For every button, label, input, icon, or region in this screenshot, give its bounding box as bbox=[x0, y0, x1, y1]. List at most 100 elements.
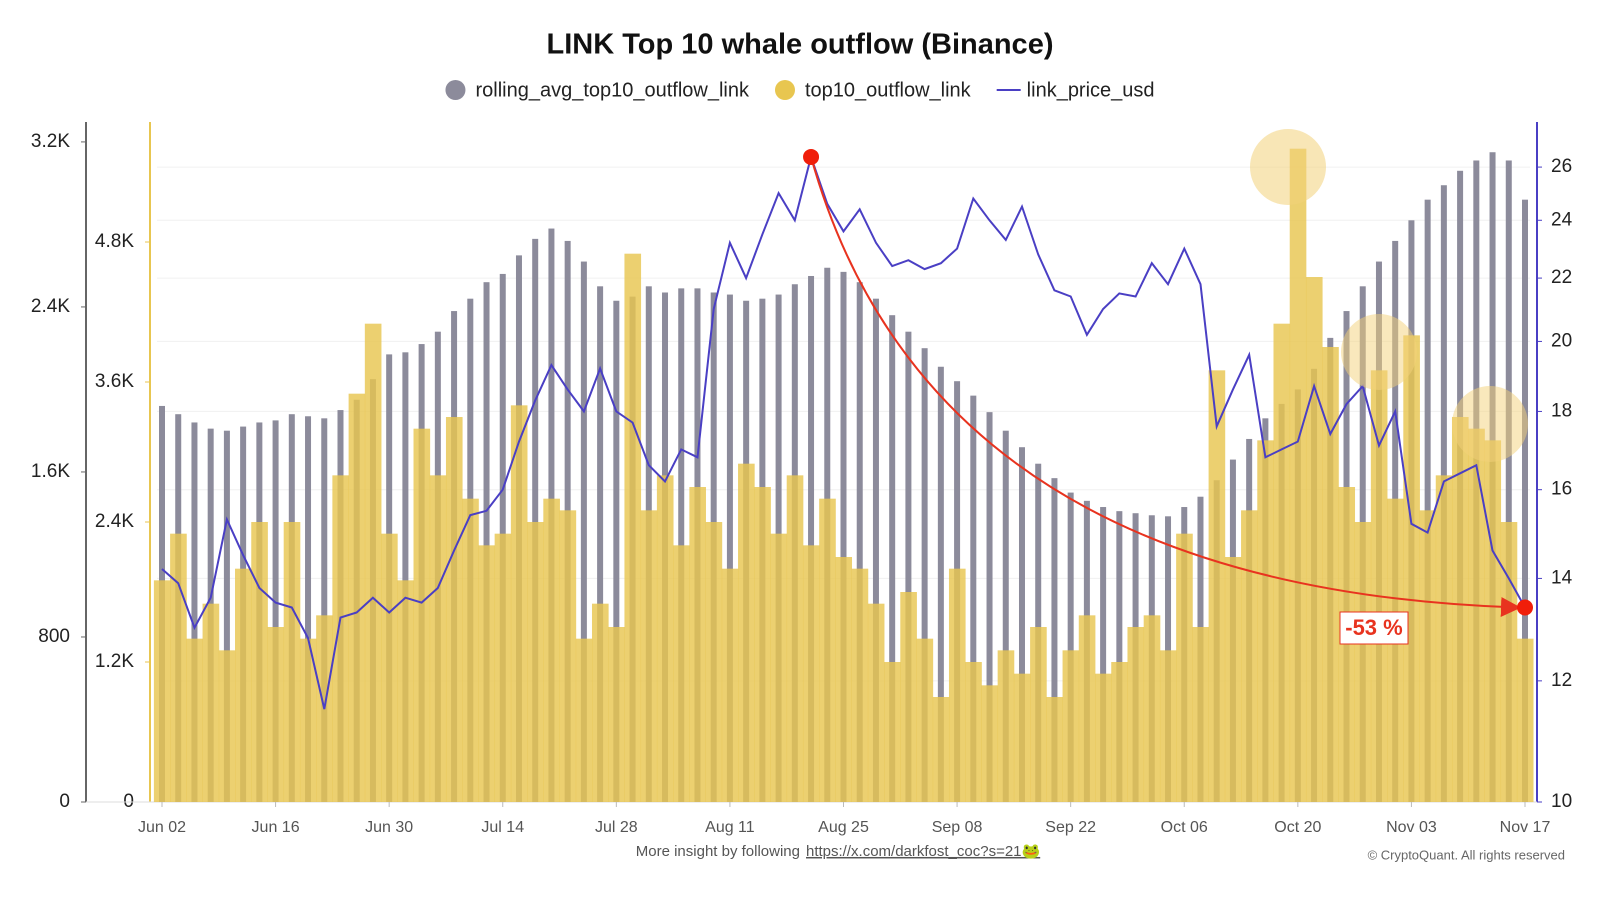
area-bar bbox=[283, 522, 301, 802]
area-bar bbox=[867, 603, 885, 802]
bar bbox=[889, 315, 896, 802]
y2-tick-label: 4.8K bbox=[95, 231, 134, 252]
y3-tick-label: 26 bbox=[1551, 156, 1572, 177]
bar bbox=[532, 238, 539, 802]
area-bar bbox=[738, 463, 755, 802]
area-bar bbox=[997, 650, 1015, 802]
bar bbox=[1505, 160, 1512, 802]
bar bbox=[726, 294, 733, 802]
highlight-circle bbox=[1341, 314, 1417, 390]
bar bbox=[272, 420, 279, 802]
bar bbox=[1067, 492, 1074, 802]
x-tick-label: Sep 22 bbox=[1045, 819, 1096, 836]
bar bbox=[1522, 199, 1528, 803]
area-bar bbox=[478, 545, 496, 802]
y3-tick-label: 12 bbox=[1551, 670, 1572, 691]
area-bar bbox=[1208, 370, 1226, 802]
bar bbox=[1051, 478, 1058, 802]
bar bbox=[191, 422, 198, 802]
bar bbox=[937, 366, 944, 802]
footer-text: More insight by following bbox=[636, 843, 800, 860]
area-bar bbox=[721, 568, 739, 802]
area-bar bbox=[1159, 650, 1177, 802]
bar bbox=[970, 395, 977, 802]
area-bar bbox=[770, 533, 788, 802]
area-bar bbox=[364, 323, 382, 802]
y3-tick-label: 20 bbox=[1551, 330, 1572, 351]
area-bar bbox=[235, 568, 252, 802]
area-bar bbox=[267, 627, 285, 802]
area-bar bbox=[1046, 697, 1063, 802]
legend-swatch bbox=[774, 80, 795, 100]
area-bar bbox=[1257, 440, 1274, 802]
area-bar bbox=[1468, 428, 1485, 802]
area-bar bbox=[851, 568, 869, 802]
area-bar bbox=[299, 638, 317, 802]
area-bar bbox=[1030, 627, 1047, 802]
legend-item: link_price_usd bbox=[996, 79, 1155, 101]
price-line bbox=[161, 153, 1526, 710]
area-bar bbox=[819, 498, 836, 802]
area-bar bbox=[673, 545, 690, 802]
bar bbox=[1424, 199, 1431, 803]
y-tick-label: 800 bbox=[38, 626, 70, 647]
y3-tick-label: 24 bbox=[1551, 209, 1573, 230]
legend-item: rolling_avg_top10_outflow_link bbox=[445, 79, 750, 101]
area-bar bbox=[153, 580, 171, 802]
bar bbox=[305, 416, 312, 802]
area-bar bbox=[527, 522, 544, 802]
end-dot bbox=[1517, 599, 1533, 616]
area-bar bbox=[559, 510, 577, 802]
area-bar bbox=[1322, 347, 1339, 802]
area-bar bbox=[1403, 335, 1420, 802]
area-bar bbox=[786, 475, 804, 802]
area-bar bbox=[608, 627, 625, 802]
area-bar bbox=[591, 603, 609, 802]
area-bar bbox=[348, 393, 366, 802]
y3-tick-label: 10 bbox=[1551, 791, 1572, 812]
bar bbox=[808, 275, 815, 802]
footer-link[interactable]: https://x.com/darkfost_coc?s=21🐸 bbox=[806, 843, 1040, 860]
area-bar bbox=[1192, 627, 1209, 802]
area-bar bbox=[1241, 510, 1258, 802]
area-bar bbox=[1387, 498, 1404, 802]
y2-tick-label: 1.2K bbox=[95, 651, 134, 672]
y-tick-label: 0 bbox=[59, 791, 70, 812]
area-bar bbox=[251, 522, 268, 802]
area-bar bbox=[1370, 370, 1388, 802]
y3-tick-label: 22 bbox=[1551, 267, 1572, 288]
legend-item: top10_outflow_link bbox=[774, 79, 972, 101]
x-tick-label: Aug 11 bbox=[705, 819, 755, 836]
area-bar bbox=[1451, 417, 1469, 802]
area-bar bbox=[1289, 148, 1307, 803]
y3-tick-label: 18 bbox=[1551, 400, 1572, 421]
area-bar bbox=[656, 475, 674, 802]
area-bar bbox=[884, 662, 901, 802]
bar bbox=[223, 430, 230, 802]
area-bar bbox=[1419, 510, 1437, 802]
area-bar bbox=[510, 405, 528, 802]
x-tick-label: Jun 30 bbox=[365, 819, 413, 836]
plot-area: 08001.6K2.4K3.2K01.2K2.4K3.6K4.8K1012141… bbox=[31, 122, 1573, 836]
area-bar bbox=[1484, 440, 1502, 802]
area-bar bbox=[1338, 487, 1356, 802]
y3-tick-label: 16 bbox=[1551, 479, 1572, 500]
y3-tick-label: 14 bbox=[1551, 567, 1573, 588]
area-bar bbox=[218, 650, 236, 802]
area-bar bbox=[1516, 638, 1534, 802]
area-bar bbox=[575, 638, 593, 802]
area-bar bbox=[1354, 522, 1372, 802]
legend-label: top10_outflow_link bbox=[805, 79, 972, 101]
x-tick-label: Oct 06 bbox=[1161, 819, 1208, 836]
area-bar bbox=[1176, 533, 1193, 802]
area-bar bbox=[332, 475, 350, 802]
area-bar bbox=[1111, 662, 1128, 802]
area-bar bbox=[754, 487, 771, 802]
area-bar bbox=[835, 557, 853, 802]
bar bbox=[1002, 430, 1009, 802]
trend-arrow bbox=[810, 156, 1521, 617]
x-tick-label: Oct 20 bbox=[1274, 819, 1321, 836]
area-bar bbox=[802, 545, 820, 802]
area-bar bbox=[1143, 615, 1161, 802]
area-bar bbox=[429, 475, 447, 802]
